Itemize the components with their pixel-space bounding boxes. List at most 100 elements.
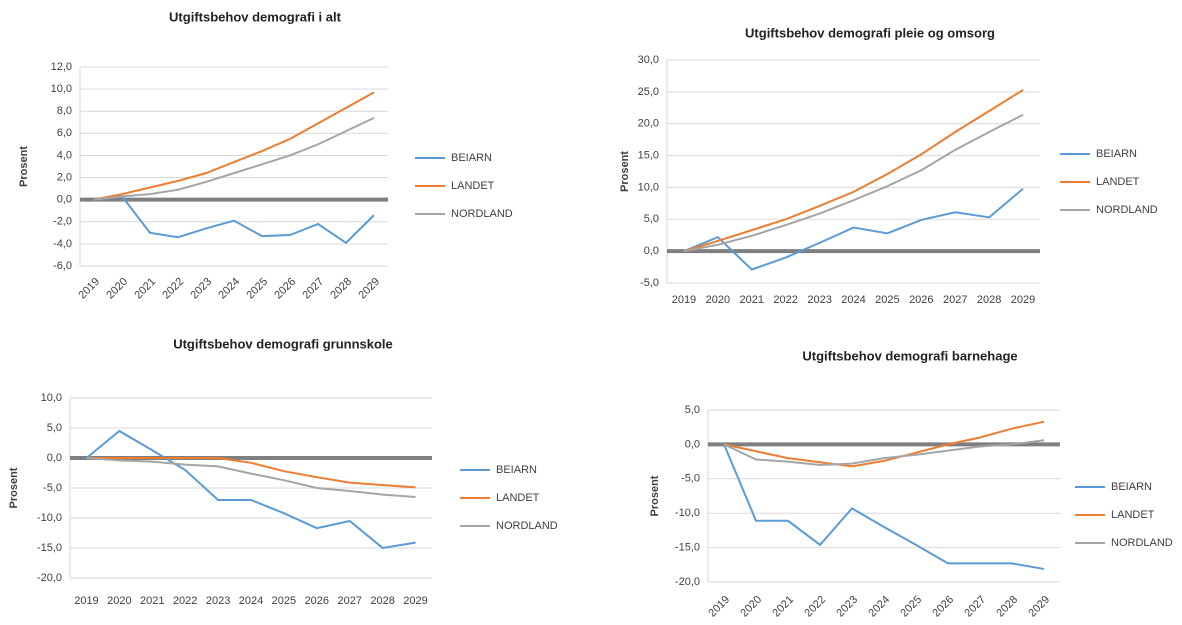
x-tick-label: 2022	[173, 595, 197, 607]
y-tick-label: 12,0	[51, 61, 72, 73]
series-line	[683, 89, 1024, 253]
x-tick-label: 2025	[272, 595, 296, 607]
series-line	[93, 195, 375, 245]
x-tick-label: 2020	[738, 594, 764, 620]
legend-label: NORDLAND	[496, 520, 558, 532]
y-tick-label: 2,0	[57, 171, 72, 183]
y-tick-label: 4,0	[57, 149, 72, 161]
y-tick-label: -15,0	[675, 542, 700, 554]
y-tick-label: 10,0	[51, 83, 72, 95]
y-tick-label: 6,0	[57, 127, 72, 139]
x-tick-label: 2028	[370, 595, 394, 607]
x-tick-label: 2023	[807, 294, 831, 306]
legend-label: LANDET	[1111, 509, 1155, 521]
x-tick-label: 2024	[216, 276, 242, 302]
x-tick-label: 2024	[841, 294, 865, 306]
legend-label: NORDLAND	[1096, 204, 1158, 216]
y-tick-label: -6,0	[53, 260, 72, 272]
x-tick-label: 2029	[1011, 294, 1035, 306]
y-tick-label: -20,0	[37, 572, 62, 584]
y-tick-label: -15,0	[37, 542, 62, 554]
series-line	[85, 429, 416, 550]
y-tick-label: 10,0	[41, 392, 62, 404]
y-tick-label: -5,0	[43, 482, 62, 494]
y-tick-label: 5,0	[685, 404, 700, 416]
y-tick-label: 10,0	[638, 181, 659, 193]
x-tick-label: 2029	[1026, 594, 1052, 620]
x-tick-label: 2021	[740, 294, 764, 306]
x-tick-label: 2027	[962, 594, 988, 620]
y-tick-label: -20,0	[675, 576, 700, 588]
chart-panel: Utgiftsbehov demografi i alt Prosent -6,0 -…	[18, 9, 513, 301]
x-tick-label: 2019	[74, 595, 98, 607]
y-tick-label: 0,0	[644, 245, 659, 257]
x-tick-label: 2026	[909, 294, 933, 306]
legend-label: BEIARN	[496, 464, 537, 476]
x-tick-label: 2021	[770, 594, 796, 620]
y-tick-label: 30,0	[638, 54, 659, 66]
series-line	[723, 439, 1045, 467]
y-tick-label: 0,0	[57, 194, 72, 206]
x-tick-label: 2023	[834, 594, 860, 620]
legend-label: NORDLAND	[1111, 537, 1173, 549]
x-tick-label: 2029	[356, 276, 382, 302]
chart-title: Utgiftsbehov demografi i alt	[169, 9, 342, 24]
x-tick-label: 2026	[930, 594, 956, 620]
y-tick-label: -2,0	[53, 216, 72, 228]
y-tick-label: -10,0	[675, 507, 700, 519]
y-tick-label: 5,0	[644, 213, 659, 225]
y-tick-label: 0,0	[47, 452, 62, 464]
y-tick-label: 0,0	[685, 438, 700, 450]
legend-label: LANDET	[1096, 176, 1140, 188]
chart-title: Utgiftsbehov demografi pleie og omsorg	[745, 25, 995, 40]
y-tick-label: -4,0	[53, 238, 72, 250]
chart-panel: Utgiftsbehov demografi barnehage Prosent -…	[649, 348, 1173, 619]
x-tick-label: 2021	[140, 595, 164, 607]
legend-label: LANDET	[451, 180, 495, 192]
x-tick-label: 2021	[132, 276, 158, 302]
chart-panel: Utgiftsbehov demografi grunnskole Prosent…	[8, 336, 558, 606]
legend-label: LANDET	[496, 492, 540, 504]
chart-title: Utgiftsbehov demografi grunnskole	[173, 336, 393, 351]
x-tick-label: 2029	[403, 595, 427, 607]
x-tick-label: 2023	[188, 276, 214, 302]
x-tick-label: 2028	[977, 294, 1001, 306]
x-tick-label: 2027	[337, 595, 361, 607]
x-tick-label: 2027	[943, 294, 967, 306]
y-tick-label: 5,0	[47, 422, 62, 434]
x-tick-label: 2025	[898, 594, 924, 620]
series-line	[683, 187, 1024, 271]
chart-title: Utgiftsbehov demografi barnehage	[802, 348, 1017, 363]
series-line	[723, 420, 1045, 468]
x-tick-label: 2027	[300, 276, 326, 302]
legend-label: NORDLAND	[451, 208, 513, 220]
y-axis-label: Prosent	[18, 146, 30, 187]
legend-label: BEIARN	[451, 152, 492, 164]
x-tick-label: 2024	[866, 594, 892, 620]
x-tick-label: 2026	[305, 595, 329, 607]
y-axis-label: Prosent	[619, 151, 631, 192]
y-tick-label: -5,0	[681, 473, 700, 485]
x-tick-label: 2028	[994, 594, 1020, 620]
legend-label: BEIARN	[1111, 481, 1152, 493]
y-tick-label: 20,0	[638, 118, 659, 130]
x-tick-label: 2019	[672, 294, 696, 306]
x-tick-label: 2026	[272, 276, 298, 302]
x-tick-label: 2025	[875, 294, 899, 306]
series-line	[93, 116, 375, 201]
x-tick-label: 2028	[328, 276, 354, 302]
series-line	[723, 444, 1045, 570]
series-line	[683, 113, 1024, 253]
y-axis-label: Prosent	[8, 467, 20, 508]
x-tick-label: 2023	[206, 595, 230, 607]
y-tick-label: 15,0	[638, 149, 659, 161]
y-tick-label: 8,0	[57, 105, 72, 117]
y-tick-label: -5,0	[640, 277, 659, 289]
x-tick-label: 2022	[160, 276, 186, 302]
x-tick-label: 2022	[802, 594, 828, 620]
y-tick-label: -10,0	[37, 512, 62, 524]
series-line	[86, 457, 416, 498]
x-tick-label: 2020	[706, 294, 730, 306]
y-axis-label: Prosent	[649, 475, 661, 516]
